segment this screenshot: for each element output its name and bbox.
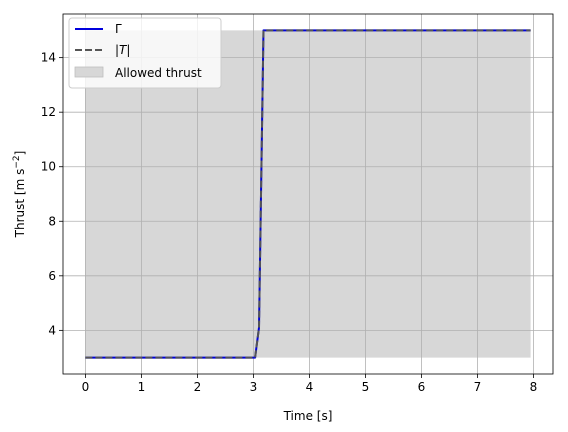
legend: Γ |T| Allowed thrust	[68, 17, 222, 89]
grid	[63, 14, 553, 374]
y-tick-label: 12	[41, 105, 56, 119]
x-tick-label: 7	[474, 380, 482, 394]
series-line-1	[85, 29, 531, 359]
y-tick-label: 14	[41, 51, 56, 65]
y-axis-label-exponent: −2	[12, 155, 22, 168]
x-tick-label: 3	[250, 380, 258, 394]
y-tick-label: 10	[41, 160, 56, 174]
x-axis-label: Time [s]	[283, 409, 333, 423]
y-axis-label-text: Thrust [m s	[13, 169, 27, 239]
x-tick-label: 8	[530, 380, 538, 394]
y-axis-label-end: ]	[13, 151, 27, 156]
x-tick-label: 2	[194, 380, 202, 394]
x-tick-label: 1	[138, 380, 146, 394]
x-tick-label: 4	[306, 380, 314, 394]
x-tick-label: 6	[418, 380, 426, 394]
x-tick-label: 5	[362, 380, 370, 394]
y-tick-label: 6	[48, 269, 56, 283]
y-axis-label: Thrust [m s−2]	[12, 151, 27, 239]
legend-box	[68, 17, 222, 89]
legend-label-gamma: Γ	[115, 22, 122, 36]
y-tick-label: 4	[48, 323, 56, 337]
legend-label-allowed-thrust: Allowed thrust	[115, 66, 202, 80]
x-tick-label: 0	[82, 380, 90, 394]
axes-frame	[62, 13, 554, 375]
y-tick-label: 8	[48, 214, 56, 228]
legend-swatch-allowed-thrust	[74, 66, 104, 78]
axes	[62, 13, 554, 375]
legend-label-abs-t: |T|	[115, 43, 130, 57]
series-layer	[85, 29, 531, 359]
